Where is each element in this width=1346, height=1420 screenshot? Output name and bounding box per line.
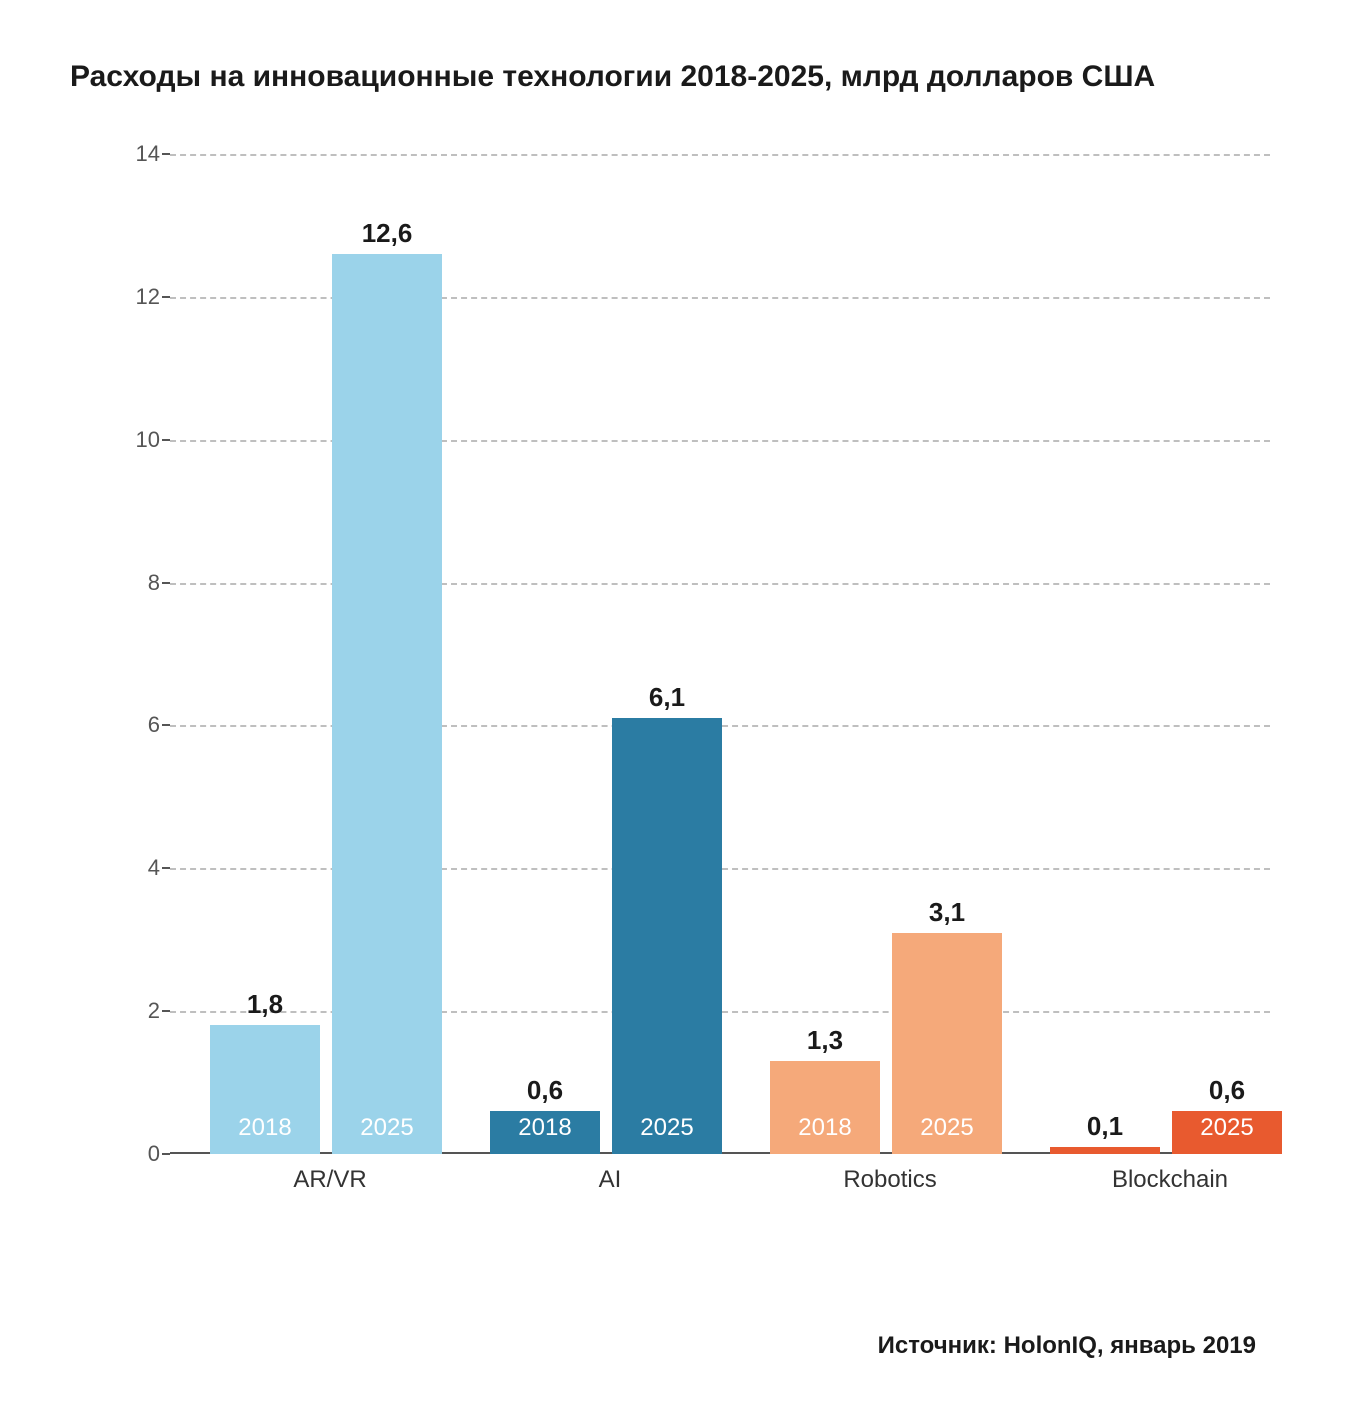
bar-value-label: 12,6 <box>332 218 442 249</box>
bar-group: 1,8201812,62025 <box>210 254 442 1154</box>
y-tick-label: 2 <box>110 998 160 1024</box>
bar-year-label: 2025 <box>612 1114 722 1142</box>
y-axis-tick <box>162 296 170 298</box>
y-axis-tick <box>162 153 170 155</box>
bar: 0,62018 <box>490 1111 600 1154</box>
bar-value-label: 3,1 <box>892 897 1002 928</box>
y-tick-label: 10 <box>110 427 160 453</box>
bar-value-label: 0,6 <box>1172 1075 1282 1106</box>
chart-title: Расходы на инновационные технологии 2018… <box>70 60 1276 94</box>
plot-region: 024681012141,8201812,62025AR/VR0,620186,… <box>170 154 1270 1154</box>
gridline <box>170 154 1270 156</box>
chart-source: Источник: HolonIQ, январь 2019 <box>878 1332 1256 1360</box>
bar-year-label: 2018 <box>210 1114 320 1142</box>
category-label: Blockchain <box>1090 1166 1250 1194</box>
bar-year-label: 2025 <box>332 1114 442 1142</box>
y-tick-label: 12 <box>110 284 160 310</box>
y-tick-label: 4 <box>110 855 160 881</box>
bar-year-label: 2018 <box>490 1114 600 1142</box>
bar-year-label: 2025 <box>892 1114 1002 1142</box>
bar-year-label: 2025 <box>1172 1114 1282 1142</box>
y-axis-tick <box>162 1153 170 1155</box>
y-axis-tick <box>162 439 170 441</box>
chart-area: 024681012141,8201812,62025AR/VR0,620186,… <box>110 154 1270 1214</box>
bar-group: 0,620186,12025 <box>490 718 722 1154</box>
y-tick-label: 6 <box>110 712 160 738</box>
bar: 0,62025 <box>1172 1111 1282 1154</box>
bar: 1,32018 <box>770 1061 880 1154</box>
bar-year-label: 2018 <box>770 1114 880 1142</box>
bar-value-label: 1,3 <box>770 1025 880 1056</box>
bar-value-label: 0,6 <box>490 1075 600 1106</box>
y-tick-label: 8 <box>110 570 160 596</box>
y-axis-tick <box>162 867 170 869</box>
category-label: Robotics <box>820 1166 960 1194</box>
bar: 1,82018 <box>210 1025 320 1154</box>
y-tick-label: 14 <box>110 141 160 167</box>
category-label: AR/VR <box>270 1166 390 1194</box>
y-axis-tick <box>162 1010 170 1012</box>
bar: 0,1 <box>1050 1147 1160 1154</box>
bar-value-label: 6,1 <box>612 682 722 713</box>
y-axis-tick <box>162 582 170 584</box>
bar: 12,62025 <box>332 254 442 1154</box>
bar-group: 1,320183,12025 <box>770 933 1002 1154</box>
category-label: AI <box>570 1166 650 1194</box>
bar-value-label: 1,8 <box>210 989 320 1020</box>
y-tick-label: 0 <box>110 1141 160 1167</box>
bar: 6,12025 <box>612 718 722 1154</box>
y-axis-tick <box>162 724 170 726</box>
bar-group: 0,1 0,62025 <box>1050 1111 1282 1154</box>
bar-value-label: 0,1 <box>1050 1111 1160 1142</box>
bar: 3,12025 <box>892 933 1002 1154</box>
